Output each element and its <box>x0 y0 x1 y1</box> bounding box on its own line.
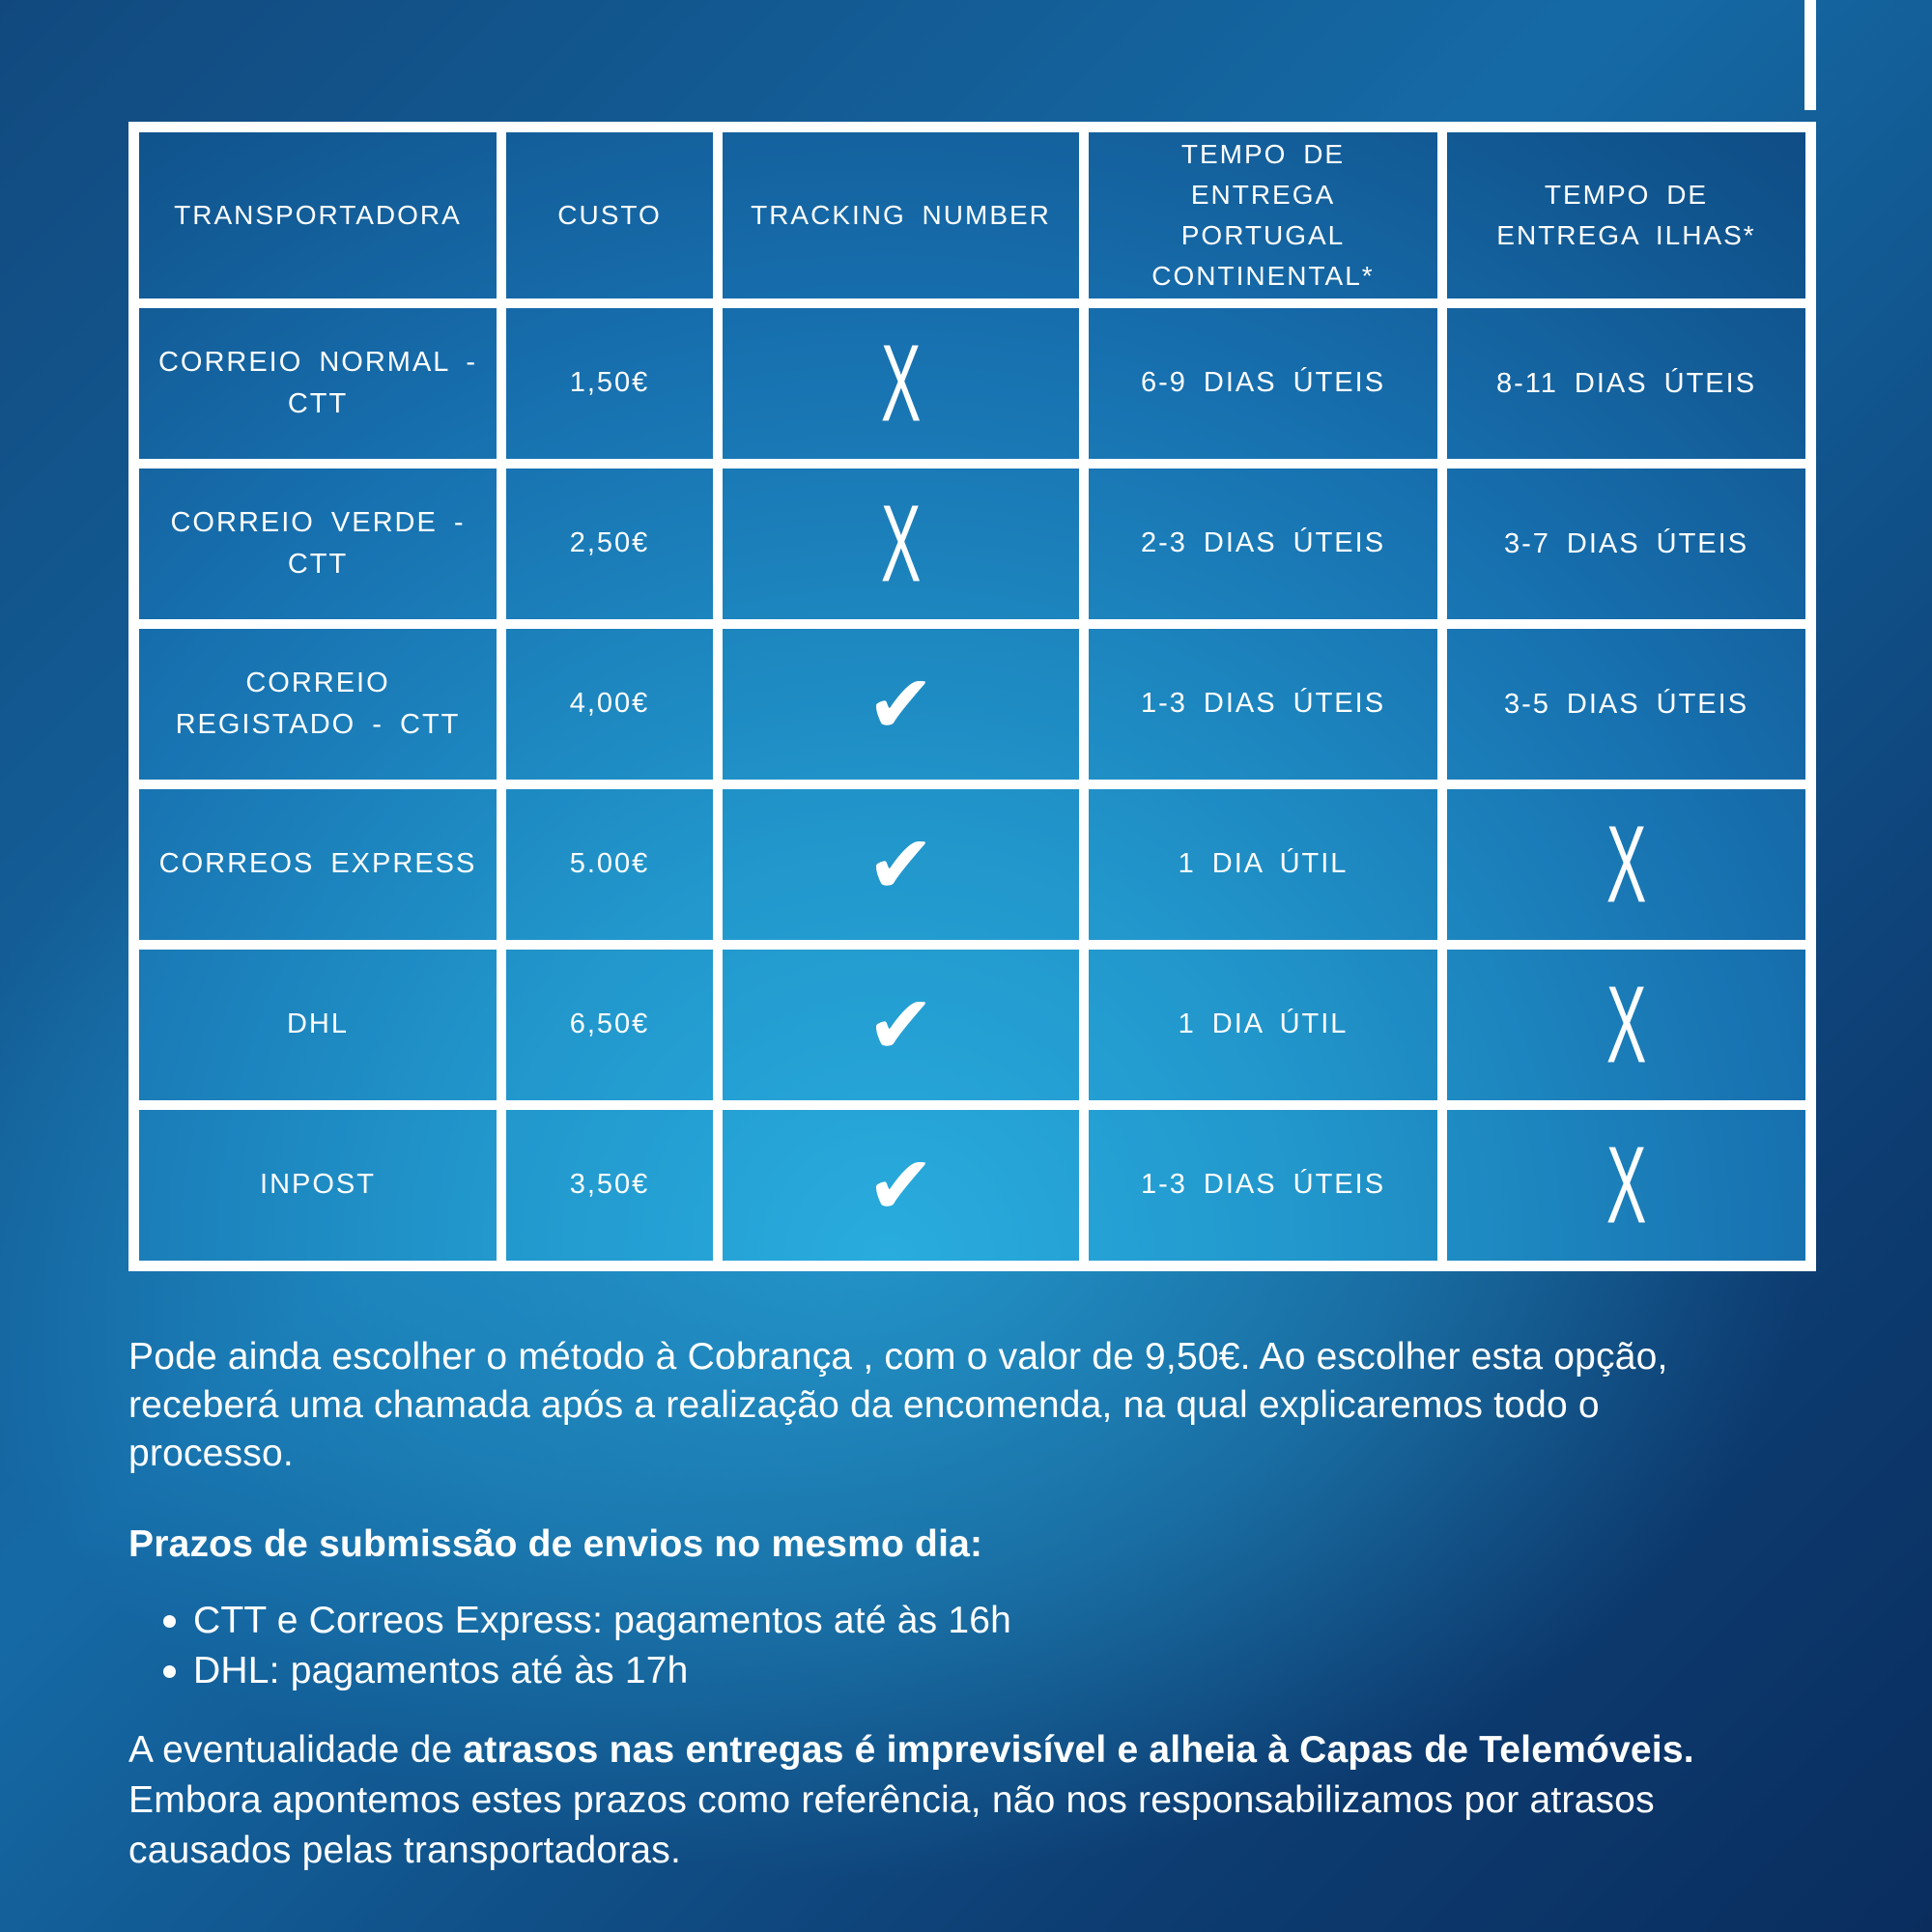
tracking-cell: ✔ <box>723 1110 1079 1261</box>
column-header-label: TEMPO DE ENTREGA PORTUGAL CONTINENTAL* <box>1151 139 1375 291</box>
tracking-cell: X <box>723 308 1079 459</box>
cost-cell: 5.00€ <box>506 789 713 940</box>
islands-delivery-value: 8-11 DIAS ÚTEIS <box>1495 367 1757 399</box>
islands-delivery-value: 3-7 DIAS ÚTEIS <box>1503 527 1749 559</box>
cobranca-line-3: processo. <box>128 1433 294 1474</box>
islands-delivery-cell: X <box>1447 1110 1805 1261</box>
cobranca-paragraph: Pode ainda escolher o método à Cobrança … <box>128 1333 1819 1478</box>
continental-delivery-value: 1 DIA ÚTIL <box>1178 848 1349 880</box>
disclaimer-regular-text: A eventualidade de <box>128 1729 464 1771</box>
islands-delivery-cell: X <box>1447 789 1805 940</box>
cost-cell: 2,50€ <box>506 469 713 619</box>
shipping-table-grid: TRANSPORTADORA CUSTO TRACKING NUMBER TEM… <box>139 132 1805 1261</box>
carrier-cell: CORREIO VERDE - CTT <box>139 469 497 619</box>
carrier-name: DHL <box>286 1009 349 1040</box>
top-right-decor-bar <box>1804 0 1816 110</box>
tracking-cell: ✔ <box>723 950 1079 1100</box>
table-grid-line-h4 <box>139 780 1805 789</box>
cross-icon: X <box>1605 1123 1647 1247</box>
continental-delivery-cell: 1 DIA ÚTIL <box>1089 789 1437 940</box>
column-header-tracking-number: TRACKING NUMBER <box>723 132 1079 298</box>
check-icon: ✔ <box>867 1138 935 1233</box>
tracking-cell: X <box>723 469 1079 619</box>
carrier-cell: INPOST <box>139 1110 497 1261</box>
table-grid-line-h5 <box>139 940 1805 950</box>
carrier-cell: CORREIO REGISTADO - CTT <box>139 629 497 780</box>
continental-delivery-value: 1 DIA ÚTIL <box>1178 1009 1349 1040</box>
continental-delivery-cell: 1-3 DIAS ÚTEIS <box>1089 629 1437 780</box>
cross-icon: X <box>880 482 922 606</box>
shipping-table: TRANSPORTADORA CUSTO TRACKING NUMBER TEM… <box>128 122 1816 1271</box>
carrier-name: CORREIO REGISTADO - CTT <box>175 667 461 741</box>
disclaimer-bold-text: atrasos nas entregas é imprevisível e al… <box>463 1729 1694 1771</box>
submission-deadlines-list: CTT e Correos Express: pagamentos até às… <box>128 1596 1819 1696</box>
list-item: CTT e Correos Express: pagamentos até às… <box>128 1596 1819 1646</box>
cost-cell: 6,50€ <box>506 950 713 1100</box>
cross-icon: X <box>1605 963 1647 1087</box>
table-grid-line-v3 <box>1079 132 1089 1261</box>
cost-value: 2,50€ <box>569 527 650 559</box>
continental-delivery-value: 1-3 DIAS ÚTEIS <box>1140 1169 1386 1201</box>
cost-value: 4,00€ <box>569 688 650 720</box>
submission-deadlines-heading: Prazos de submissão de envios no mesmo d… <box>128 1523 983 1565</box>
continental-delivery-cell: 1-3 DIAS ÚTEIS <box>1089 1110 1437 1261</box>
continental-delivery-cell: 6-9 DIAS ÚTEIS <box>1089 308 1437 459</box>
cost-value: 1,50€ <box>569 367 650 399</box>
check-icon: ✔ <box>867 978 935 1072</box>
table-grid-line-h2 <box>139 459 1805 469</box>
column-header-transportadora: TRANSPORTADORA <box>139 132 497 298</box>
continental-delivery-cell: 1 DIA ÚTIL <box>1089 950 1437 1100</box>
column-header-label: TRACKING NUMBER <box>751 200 1051 230</box>
table-grid-line-v1 <box>497 132 506 1261</box>
cross-icon: X <box>880 322 922 445</box>
carrier-cell: CORREOS EXPRESS <box>139 789 497 940</box>
cobranca-line-2: receberá uma chamada após a realização d… <box>128 1384 1600 1426</box>
table-grid-line-h6 <box>139 1100 1805 1110</box>
tracking-cell: ✔ <box>723 629 1079 780</box>
carrier-cell: DHL <box>139 950 497 1100</box>
shipping-table-inner: TRANSPORTADORA CUSTO TRACKING NUMBER TEM… <box>139 132 1805 1261</box>
disclaimer-line-2: Embora apontemos estes prazos como refer… <box>128 1779 1655 1821</box>
disclaimer-line-1: A eventualidade de atrasos nas entregas … <box>128 1725 1819 1776</box>
column-header-label: CUSTO <box>557 200 662 230</box>
table-grid-line-h3 <box>139 619 1805 629</box>
column-header-tempo-ilhas: TEMPO DE ENTREGA ILHAS* <box>1447 132 1805 298</box>
cost-value: 5.00€ <box>569 848 650 880</box>
list-item: DHL: pagamentos até às 17h <box>128 1646 1819 1696</box>
tracking-cell: ✔ <box>723 789 1079 940</box>
continental-delivery-cell: 2-3 DIAS ÚTEIS <box>1089 469 1437 619</box>
column-header-label: TRANSPORTADORA <box>174 200 462 230</box>
carrier-cell: CORREIO NORMAL - CTT <box>139 308 497 459</box>
cobranca-line-1: Pode ainda escolher o método à Cobrança … <box>128 1336 1668 1378</box>
carrier-name: CORREOS EXPRESS <box>158 848 477 880</box>
carrier-name: INPOST <box>260 1169 376 1201</box>
carrier-name: CORREIO NORMAL - CTT <box>157 346 478 420</box>
cost-cell: 4,00€ <box>506 629 713 780</box>
islands-delivery-cell: X <box>1447 950 1805 1100</box>
islands-delivery-value: 3-5 DIAS ÚTEIS <box>1503 688 1749 720</box>
islands-delivery-cell: 3-7 DIAS ÚTEIS <box>1447 469 1805 619</box>
column-header-tempo-continental: TEMPO DE ENTREGA PORTUGAL CONTINENTAL* <box>1089 132 1437 298</box>
check-icon: ✔ <box>867 657 935 752</box>
column-header-custo: CUSTO <box>506 132 713 298</box>
column-header-label: TEMPO DE ENTREGA ILHAS* <box>1496 180 1756 250</box>
cross-icon: X <box>1605 803 1647 926</box>
table-grid-line-h1 <box>139 298 1805 308</box>
continental-delivery-value: 2-3 DIAS ÚTEIS <box>1140 527 1386 559</box>
cost-value: 6,50€ <box>569 1009 650 1040</box>
table-grid-line-v4 <box>1437 132 1447 1261</box>
continental-delivery-value: 1-3 DIAS ÚTEIS <box>1140 688 1386 720</box>
notes-section: Pode ainda escolher o método à Cobrança … <box>128 1333 1819 1876</box>
check-icon: ✔ <box>867 817 935 912</box>
islands-delivery-cell: 3-5 DIAS ÚTEIS <box>1447 629 1805 780</box>
cost-cell: 3,50€ <box>506 1110 713 1261</box>
continental-delivery-value: 6-9 DIAS ÚTEIS <box>1140 367 1386 399</box>
cost-cell: 1,50€ <box>506 308 713 459</box>
table-grid-line-v2 <box>713 132 723 1261</box>
delays-disclaimer-paragraph: A eventualidade de atrasos nas entregas … <box>128 1725 1819 1876</box>
disclaimer-line-3: causados pelas transportadoras. <box>128 1830 682 1871</box>
islands-delivery-cell: 8-11 DIAS ÚTEIS <box>1447 308 1805 459</box>
cost-value: 3,50€ <box>569 1169 650 1201</box>
carrier-name: CORREIO VERDE - CTT <box>170 506 466 581</box>
